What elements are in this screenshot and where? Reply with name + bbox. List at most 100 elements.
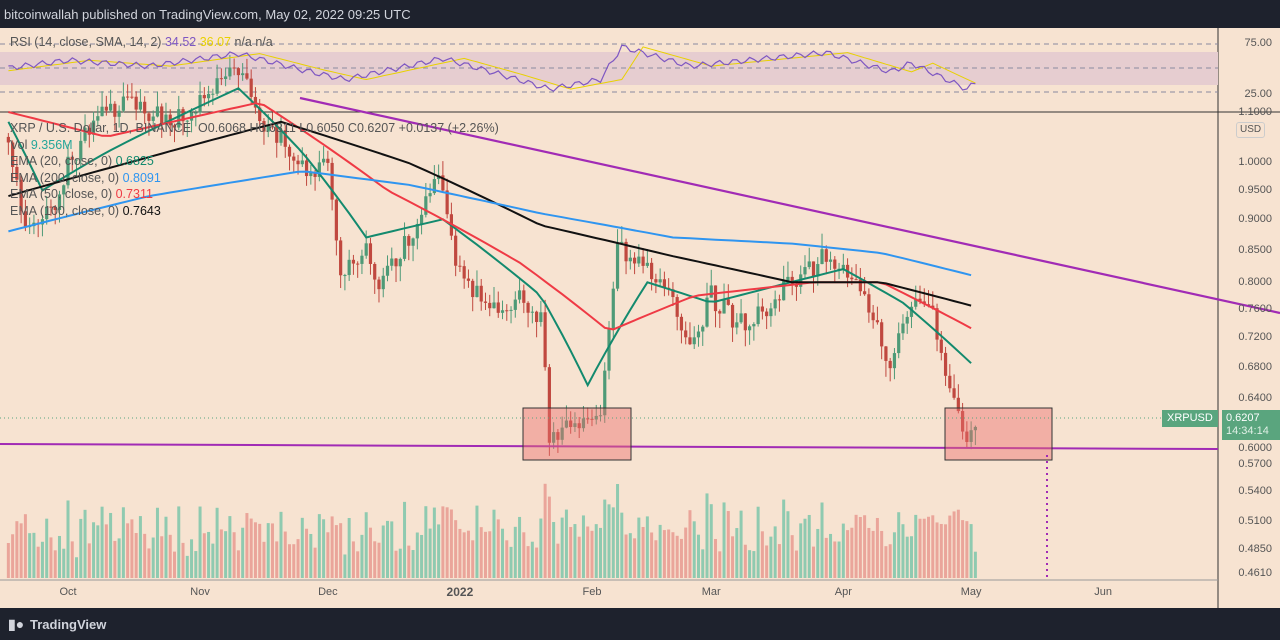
volume-bar <box>901 524 905 578</box>
price-tick: 1.0000 <box>1238 156 1272 168</box>
volume-bar <box>309 533 313 578</box>
candle-body <box>151 116 155 121</box>
volume-bar <box>394 550 398 578</box>
volume-bar <box>198 506 202 578</box>
candle-body <box>675 297 679 317</box>
candle-body <box>590 418 594 420</box>
candle-body <box>526 302 530 313</box>
candle-body <box>194 112 198 114</box>
support-line <box>0 443 1219 450</box>
candle-body <box>880 322 884 347</box>
candle-body <box>57 194 62 210</box>
candle-body <box>164 114 168 125</box>
candle-body <box>258 107 262 122</box>
volume-bar <box>654 540 658 578</box>
volume-bar <box>173 551 176 578</box>
chart-area[interactable]: RSI (14, close, SMA, 14, 2) 34.52 36.07 … <box>0 28 1280 608</box>
volume-bar <box>117 538 121 578</box>
candle-body <box>905 316 909 324</box>
accumulation-box <box>522 407 632 461</box>
volume-bar <box>782 499 786 578</box>
candle-body <box>765 311 769 317</box>
candle-body <box>628 257 632 262</box>
volume-bar <box>892 532 896 578</box>
candle-body <box>394 258 398 267</box>
volume-bar <box>628 533 632 578</box>
price-tick: 0.7600 <box>1238 303 1272 315</box>
candle-body <box>552 432 556 443</box>
candle-body <box>441 175 445 191</box>
volume-bar <box>799 523 803 578</box>
candle-body <box>611 288 615 329</box>
volume-bar <box>126 523 130 578</box>
footer-bar: ▮● TradingView <box>0 608 1280 640</box>
price-tick: 0.4610 <box>1238 567 1272 579</box>
candle-body <box>897 333 901 354</box>
price-tick: 0.8000 <box>1238 276 1272 288</box>
candle-body <box>100 106 104 117</box>
candle-body <box>334 199 338 241</box>
candle-body <box>109 103 113 111</box>
volume-bar <box>526 546 530 578</box>
candle-body <box>241 73 245 76</box>
candle-body <box>607 328 611 371</box>
volume-bar <box>603 499 607 578</box>
volume-bar <box>505 540 509 578</box>
candle-body <box>556 432 560 440</box>
volume-bar <box>637 517 641 578</box>
volume-bar <box>875 517 879 578</box>
candle-body <box>637 256 641 264</box>
volume-bar <box>705 493 709 578</box>
volume-bar <box>931 515 935 578</box>
candle-body <box>956 397 960 412</box>
volume-bar <box>475 505 479 578</box>
price-tick: 0.7200 <box>1238 331 1272 343</box>
candle-body <box>275 125 279 143</box>
candle-body <box>411 238 415 246</box>
candle-body <box>632 257 637 264</box>
volume-bar <box>100 506 104 578</box>
volume-bar <box>599 527 602 578</box>
volume-bar <box>164 516 168 578</box>
price-tick: 0.5100 <box>1238 515 1272 527</box>
candle-body <box>948 375 952 389</box>
rsi-label: RSI (14, close, SMA, 14, 2) <box>10 35 162 49</box>
candle-body <box>615 242 620 289</box>
candle-body <box>816 264 820 277</box>
chart-canvas[interactable] <box>0 28 1280 608</box>
volume-bar <box>513 526 517 578</box>
volume-bar <box>492 509 496 578</box>
volume-bar <box>96 525 100 578</box>
volume-bar <box>266 523 270 578</box>
currency-badge[interactable]: USD <box>1236 122 1266 138</box>
candle-body <box>888 360 892 369</box>
volume-bar <box>790 535 794 578</box>
candle-body <box>598 415 603 417</box>
rsi-sma-line <box>8 46 976 90</box>
volume-bar <box>300 517 304 578</box>
volume-bar <box>441 506 445 578</box>
volume-bar <box>850 527 854 578</box>
candle-body <box>415 223 419 239</box>
volume-bar <box>109 512 113 578</box>
volume-bar <box>53 550 57 578</box>
volume-bar <box>722 502 726 578</box>
volume-bar <box>590 530 594 578</box>
symbol-label[interactable]: XRP / U.S. Dollar, 1D, BINANCE <box>10 121 192 135</box>
candle-body <box>943 352 948 376</box>
volume-bar <box>667 529 671 578</box>
candle-body <box>330 162 334 200</box>
volume-bar <box>701 549 705 578</box>
volume-bar <box>275 541 279 578</box>
candle-body <box>935 308 939 340</box>
volume-bar <box>594 524 598 578</box>
candle-body <box>867 294 871 313</box>
candle-body <box>283 130 287 147</box>
volume-bar <box>351 541 355 578</box>
candle-body <box>833 259 837 269</box>
candle-body <box>539 312 543 323</box>
volume-bar <box>620 512 624 578</box>
candle-body <box>863 291 867 295</box>
volume-bar <box>45 518 49 578</box>
candle-body <box>735 322 739 328</box>
